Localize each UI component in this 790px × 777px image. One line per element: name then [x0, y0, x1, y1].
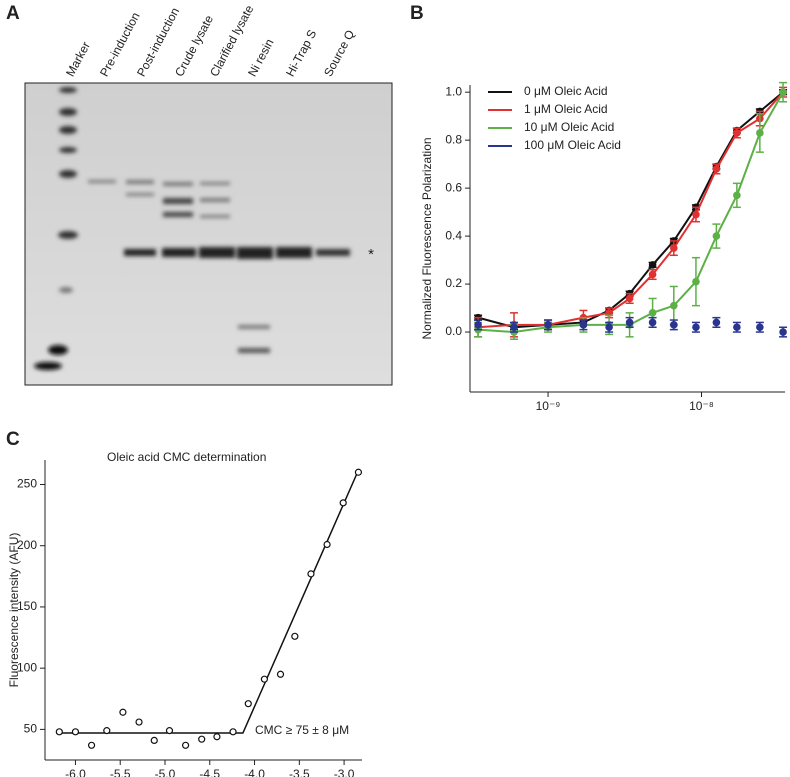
y-tick-label: 150 — [17, 599, 37, 613]
x-tick-label: -5.5 — [110, 767, 131, 777]
data-point — [625, 294, 634, 303]
legend-label: 0 μM Oleic Acid — [524, 84, 608, 98]
data-point — [648, 309, 657, 317]
data-point — [339, 499, 347, 507]
legend-label: 10 μM Oleic Acid — [524, 120, 614, 134]
data-point — [779, 88, 787, 96]
data-point — [712, 165, 721, 173]
x-tick-label: 10⁻⁹ — [536, 399, 561, 413]
data-point — [670, 321, 678, 329]
data-point — [579, 321, 588, 329]
panel-label: C — [6, 429, 20, 450]
data-point — [119, 708, 127, 716]
y-tick-label: 200 — [17, 538, 37, 552]
data-point — [510, 323, 518, 332]
data-point — [213, 733, 221, 741]
data-point — [354, 468, 363, 476]
panel-label: A — [6, 3, 20, 24]
lane-label: Marker — [63, 39, 93, 79]
annotation: CMC ≥ 75 ± 8 μM — [255, 723, 349, 737]
x-tick-label: -4.0 — [244, 767, 265, 777]
data-point — [756, 323, 764, 332]
data-point — [71, 728, 80, 736]
y-axis-label: Normalized Fluorescence Polarization — [420, 137, 434, 339]
lane-label: Hi-Trap S — [283, 27, 319, 79]
y-axis-label: Fluorescence intensity (AFU) — [7, 533, 21, 688]
data-point — [733, 129, 741, 137]
y-tick-label: 0.8 — [445, 132, 462, 146]
y-tick-label: 1.0 — [445, 84, 462, 98]
y-tick-label: 0.2 — [445, 276, 462, 290]
data-point — [756, 129, 764, 137]
x-tick-label: -5.0 — [155, 767, 176, 777]
data-point — [291, 632, 299, 640]
data-point — [229, 728, 237, 736]
data-point — [544, 321, 552, 329]
data-point — [670, 244, 678, 252]
panel-label: B — [410, 3, 424, 24]
data-point — [625, 318, 634, 327]
data-point — [712, 318, 721, 327]
y-tick-label: 0.6 — [445, 180, 462, 194]
data-point — [135, 718, 143, 726]
data-point — [692, 277, 700, 286]
data-point — [260, 675, 268, 683]
data-point — [87, 741, 96, 749]
x-tick-label: 10⁻⁸ — [689, 399, 714, 413]
lane-label: Ni resin — [245, 36, 276, 78]
data-point — [474, 321, 482, 329]
y-tick-label: 50 — [24, 722, 38, 736]
data-point — [648, 318, 657, 327]
data-point — [307, 570, 315, 578]
data-point — [605, 323, 613, 332]
data-point — [670, 301, 678, 310]
data-point — [712, 232, 721, 240]
y-tick-label: 0.0 — [445, 324, 462, 338]
data-point — [733, 191, 741, 200]
y-tick-label: 0.4 — [445, 228, 462, 242]
y-tick-label: 250 — [17, 477, 37, 491]
data-point — [244, 700, 252, 708]
data-point — [779, 328, 787, 336]
data-point — [276, 670, 285, 678]
data-point — [692, 323, 700, 332]
data-point — [323, 540, 331, 549]
fit-line — [57, 471, 359, 734]
band-marker: * — [368, 246, 374, 263]
data-point — [55, 728, 63, 736]
data-point — [692, 210, 700, 219]
x-tick-label: -4.5 — [199, 767, 220, 777]
x-tick-label: -3.5 — [289, 767, 310, 777]
data-point — [181, 741, 190, 749]
data-point — [165, 727, 174, 735]
data-point — [648, 270, 657, 279]
gel-image — [24, 82, 393, 386]
x-tick-label: -6.0 — [65, 767, 86, 777]
x-tick-label: -3.0 — [334, 767, 355, 777]
data-point — [150, 736, 158, 745]
data-point — [733, 323, 741, 332]
legend-label: 100 μM Oleic Acid — [524, 138, 621, 152]
data-point — [103, 727, 111, 735]
y-tick-label: 100 — [17, 660, 37, 674]
lane-label: Source Q — [321, 28, 357, 79]
data-point — [648, 261, 657, 269]
legend-label: 1 μM Oleic Acid — [524, 102, 608, 116]
chart-title: Oleic acid CMC determination — [107, 450, 266, 464]
data-point — [198, 735, 206, 743]
